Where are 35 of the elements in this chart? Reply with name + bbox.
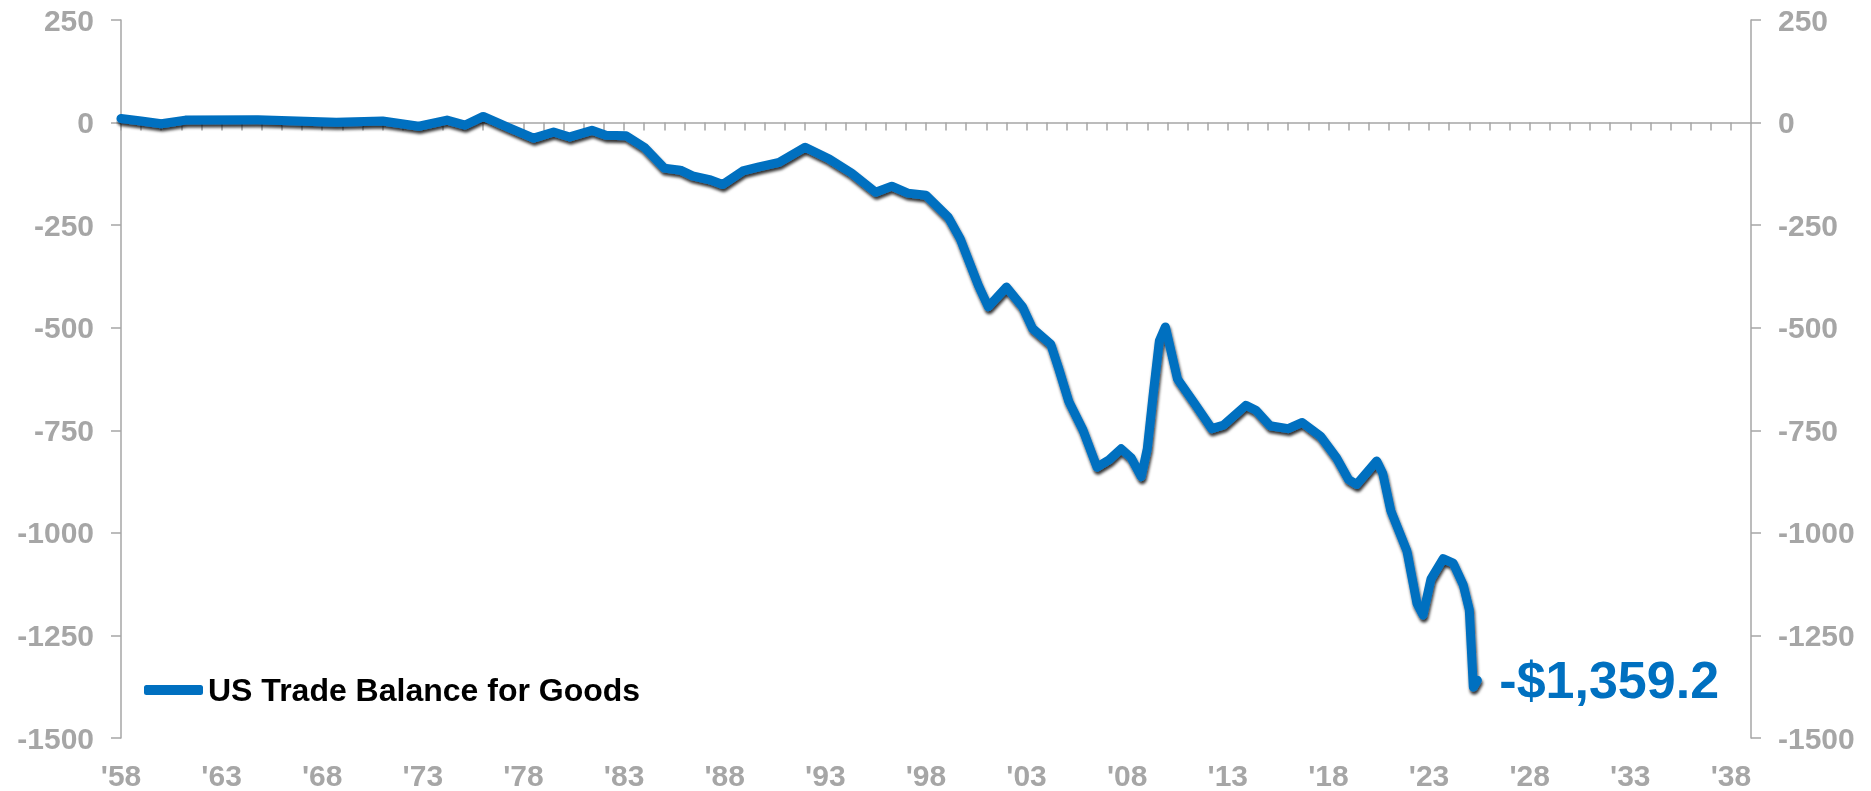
y-tick-label: 0 (77, 106, 94, 140)
y-tick-label: -250 (33, 208, 94, 242)
x-tick-label: '18 (1308, 758, 1349, 791)
x-tick-label: '83 (603, 758, 645, 791)
x-tick-label: '08 (1106, 758, 1148, 791)
y-tick-label: -750 (33, 413, 94, 447)
x-tick-label: '68 (301, 758, 343, 791)
x-tick-label: '78 (503, 758, 544, 791)
y2-tick-label: -1000 (1778, 516, 1855, 550)
x-tick-label: '88 (704, 758, 745, 791)
legend-label: US Trade Balance for Goods (208, 672, 641, 708)
x-tick-label: '63 (201, 758, 242, 791)
x-tick-label: '58 (100, 758, 142, 791)
x-tick-label: '13 (1207, 758, 1249, 791)
y2-tick-label: -1250 (1778, 618, 1855, 652)
y2-tick-label: 250 (1778, 3, 1829, 37)
y2-tick-label: -500 (1778, 311, 1839, 345)
x-tick-label: '73 (402, 758, 444, 791)
x-tick-label: '98 (905, 758, 947, 791)
x-tick-label: '93 (805, 758, 846, 791)
data-label: -$1,359.2 (1499, 651, 1720, 710)
y2-tick-label: -250 (1778, 208, 1839, 242)
x-tick-label: '23 (1408, 758, 1450, 791)
y2-tick-label: -750 (1778, 413, 1839, 447)
x-tick-label: '28 (1509, 758, 1550, 791)
y2-tick-label: -1500 (1778, 721, 1855, 755)
y-tick-label: -1000 (17, 516, 94, 550)
y-tick-label: -500 (33, 311, 94, 345)
y-tick-label: -1250 (17, 618, 94, 652)
y-tick-label: 250 (43, 3, 94, 37)
x-tick-label: '33 (1610, 758, 1651, 791)
x-tick-label: '38 (1710, 758, 1752, 791)
y2-tick-label: 0 (1778, 106, 1795, 140)
y-tick-label: -1500 (17, 721, 94, 755)
x-tick-label: '03 (1006, 758, 1047, 791)
